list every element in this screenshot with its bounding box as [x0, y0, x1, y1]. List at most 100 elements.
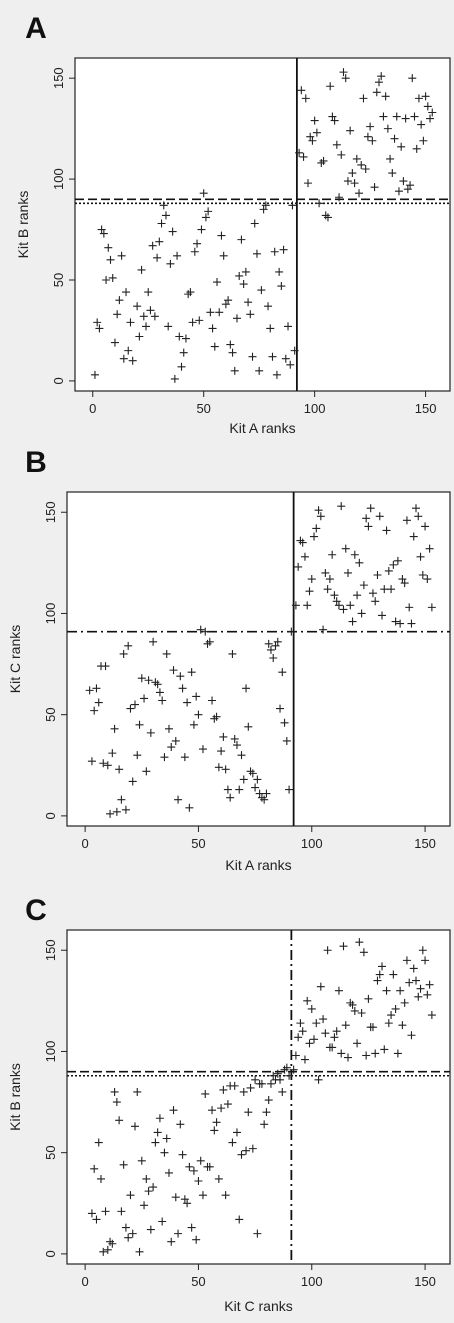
data-point: [101, 1207, 110, 1216]
data-point: [179, 348, 188, 357]
data-point: [248, 769, 257, 778]
data-point: [325, 575, 334, 584]
data-point: [279, 245, 288, 254]
data-point: [353, 1039, 362, 1048]
data-point: [246, 310, 255, 319]
data-point: [303, 179, 312, 188]
data-point: [339, 942, 348, 951]
data-point: [201, 627, 210, 636]
data-point: [108, 273, 117, 282]
data-point: [174, 1229, 183, 1238]
data-point: [346, 601, 355, 610]
data-point: [208, 696, 217, 705]
data-point: [133, 751, 142, 760]
data-point: [135, 720, 144, 729]
data-point: [362, 1051, 371, 1060]
data-point: [128, 356, 137, 365]
data-point: [300, 552, 309, 561]
data-point: [391, 1004, 400, 1013]
data-point: [176, 672, 185, 681]
y-tick-label: 100: [51, 168, 66, 190]
data-point: [162, 649, 171, 658]
data-point: [298, 538, 307, 547]
data-point: [264, 639, 273, 648]
data-point: [205, 637, 214, 646]
data-point: [405, 978, 414, 987]
data-point: [348, 617, 357, 626]
data-point: [87, 757, 96, 766]
data-point: [196, 625, 205, 634]
data-point: [409, 532, 418, 541]
data-point: [169, 1106, 178, 1115]
data-point: [290, 346, 299, 355]
data-point: [170, 374, 179, 383]
data-point: [146, 728, 155, 737]
data-point: [387, 585, 396, 594]
data-point: [334, 986, 343, 995]
data-point: [303, 996, 312, 1005]
data-point: [110, 1087, 119, 1096]
data-point: [112, 807, 121, 816]
y-tick-label: 0: [43, 812, 58, 819]
data-point: [108, 749, 117, 758]
data-point: [396, 986, 405, 995]
x-tick-label: 50: [191, 1274, 205, 1289]
data-point: [346, 126, 355, 135]
data-point: [269, 653, 278, 662]
x-tick-label: 0: [89, 401, 96, 416]
data-point: [260, 1120, 269, 1129]
data-point: [341, 1021, 350, 1030]
data-point: [115, 765, 124, 774]
data-point: [414, 94, 423, 103]
data-point: [405, 603, 414, 612]
data-point: [412, 504, 421, 513]
data-point: [276, 704, 285, 713]
data-point: [226, 793, 235, 802]
data-point: [244, 1108, 253, 1117]
data-point: [262, 789, 271, 798]
data-point: [380, 585, 389, 594]
data-point: [368, 589, 377, 598]
data-point: [130, 700, 139, 709]
data-point: [406, 181, 415, 190]
data-point: [353, 591, 362, 600]
data-point: [187, 1223, 196, 1232]
data-point: [232, 314, 241, 323]
data-point: [296, 1019, 305, 1028]
y-tick-label: 50: [43, 1145, 58, 1159]
data-point: [423, 990, 432, 999]
data-point: [162, 1134, 171, 1143]
data-point: [400, 998, 409, 1007]
data-point: [115, 1116, 124, 1125]
data-point: [210, 1126, 219, 1135]
data-point: [373, 976, 382, 985]
chart-panel-a: A 0 50 100 150 0 50 100 150 Kit A ranks Kit B rank…: [15, 12, 451, 436]
data-point: [352, 154, 361, 163]
panel-label: A: [25, 12, 47, 45]
data-point: [167, 743, 176, 752]
x-tick-label: 150: [414, 1274, 436, 1289]
data-point: [197, 225, 206, 234]
data-point: [246, 1083, 255, 1092]
data-point: [310, 532, 319, 541]
data-point: [384, 1019, 393, 1028]
data-point: [378, 962, 387, 971]
data-point: [381, 92, 390, 101]
data-point: [223, 1100, 232, 1109]
data-point: [217, 747, 226, 756]
data-point: [183, 698, 192, 707]
data-point: [183, 1199, 192, 1208]
data-point: [305, 587, 314, 596]
data-point: [278, 1087, 287, 1096]
data-point: [272, 370, 281, 379]
data-point: [124, 346, 133, 355]
data-point: [193, 239, 202, 248]
data-point: [372, 88, 381, 97]
data-point: [135, 332, 144, 341]
data-point: [366, 122, 375, 131]
data-point: [427, 1011, 436, 1020]
data-point: [316, 982, 325, 991]
y-tick-label: 50: [43, 707, 58, 721]
data-point: [371, 597, 380, 606]
